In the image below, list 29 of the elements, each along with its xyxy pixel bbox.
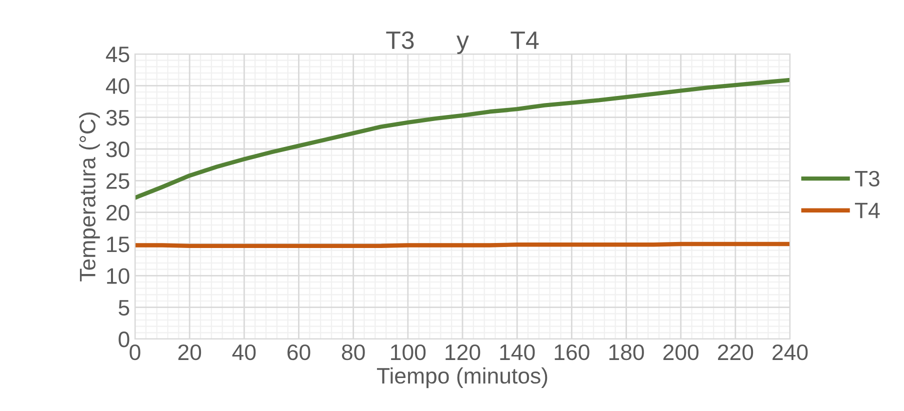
x-tick-label: 100	[391, 344, 426, 360]
x-tick-label: 240	[772, 344, 808, 360]
x-tick-label: 140	[500, 344, 535, 360]
line-series	[135, 78, 790, 200]
x-tick-label: 20	[178, 344, 202, 360]
x-tick-label: 180	[609, 344, 644, 360]
x-tick-label: 40	[232, 344, 256, 360]
x-tick-label: 220	[718, 344, 754, 360]
x-tick-label: 200	[663, 344, 699, 360]
y-tick-label: 5	[118, 300, 130, 316]
y-tick-label: 0	[118, 332, 130, 348]
chart-title: T3 y T4	[386, 31, 539, 54]
y-tick-label: 35	[106, 110, 130, 126]
y-tick-label: 40	[106, 78, 130, 94]
x-tick-label: 120	[446, 344, 480, 360]
legend-label: T3	[854, 170, 880, 187]
y-tick-label: 30	[106, 142, 130, 158]
x-tick-label: 160	[554, 344, 590, 360]
x-tick-label: 0	[130, 344, 140, 360]
x-tick-label: 80	[342, 344, 365, 360]
y-tick-label: 45	[106, 46, 130, 62]
y-tick-label: 20	[106, 204, 130, 221]
y-axis-title: Temperatura (°C)	[79, 112, 100, 282]
y-tick-label: 25	[106, 173, 130, 189]
legend-label: T4	[854, 202, 880, 218]
y-tick-label: 10	[107, 268, 130, 284]
y-tick-label: 15	[107, 236, 130, 252]
x-axis-title: Tiempo (minutos)	[376, 367, 548, 388]
x-tick-label: 60	[288, 344, 310, 360]
